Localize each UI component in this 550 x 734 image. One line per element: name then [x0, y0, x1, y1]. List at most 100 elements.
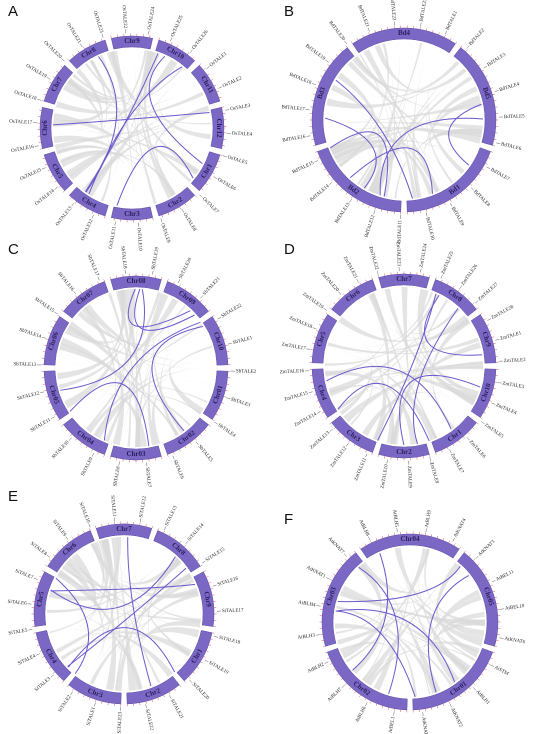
- chromosome-label: Chr04: [400, 535, 420, 543]
- chromosome-label: Chr2: [396, 448, 412, 456]
- scale-tick: [465, 188, 468, 191]
- circos-panel: EChr7Chr8Chr9Chr1Chr2Chr3Chr4Chr5Chr6SiT…: [7, 488, 244, 734]
- gene-marker: [425, 528, 427, 533]
- gene-label: BdTALE11: [397, 219, 403, 243]
- scale-tick: [356, 199, 359, 202]
- scale-tick: [477, 563, 480, 566]
- synteny-link: [328, 300, 449, 397]
- scale-tick: [52, 554, 56, 557]
- chromosome: [111, 206, 153, 221]
- duplication-link: [335, 79, 413, 199]
- scale-tick: [377, 454, 379, 457]
- scale-tick: [211, 632, 215, 634]
- scale-tick: [487, 81, 491, 83]
- synteny-link: [62, 89, 112, 202]
- duplication-link: [67, 567, 187, 667]
- gene-marker: [316, 605, 321, 607]
- synteny-link: [134, 538, 191, 656]
- scale-tick: [333, 427, 336, 430]
- gene-marker: [475, 555, 479, 559]
- synteny-link: [64, 290, 123, 409]
- scale-tick: [375, 703, 378, 707]
- scale-tick: [453, 543, 456, 546]
- gene-marker: [314, 160, 319, 163]
- scale-tick: [463, 691, 466, 694]
- scale-tick: [384, 455, 386, 459]
- gene-marker: [218, 86, 223, 89]
- scale-tick: [489, 400, 492, 402]
- scale-tick: [72, 54, 75, 57]
- gene-label: ZmTALE4: [495, 403, 518, 416]
- scale-tick: [221, 106, 225, 108]
- gene-marker: [475, 300, 479, 304]
- scale-tick: [210, 638, 213, 640]
- scale-tick: [442, 703, 445, 707]
- gene-label: AtKNAT2: [449, 707, 463, 728]
- scale-tick: [431, 707, 433, 710]
- scale-tick: [101, 524, 103, 527]
- gene-label: OsTALE20: [42, 40, 62, 60]
- scale-tick: [338, 297, 341, 300]
- gene-label: SbTALE18: [119, 246, 127, 270]
- synteny-link: [54, 631, 192, 657]
- scale-tick: [60, 65, 63, 68]
- scale-tick: [380, 209, 382, 212]
- scale-tick: [70, 299, 73, 302]
- scale-tick: [49, 666, 52, 669]
- gene-marker: [449, 449, 452, 454]
- scale-tick: [336, 568, 339, 571]
- gene-marker: [422, 712, 424, 717]
- gene-label: AtBLH1: [474, 690, 490, 706]
- scale-tick: [101, 701, 103, 704]
- gene-label: OsTALE24: [148, 6, 157, 30]
- scale-tick: [490, 657, 493, 660]
- synteny-link: [423, 95, 481, 195]
- scale-tick: [340, 188, 343, 191]
- synteny-link: [325, 293, 440, 362]
- gene-marker: [33, 577, 38, 580]
- gene-marker: [160, 218, 163, 223]
- scale-tick: [158, 37, 160, 41]
- gene-label: AtKNAT7: [327, 537, 345, 556]
- scale-tick: [494, 596, 498, 598]
- scale-tick: [362, 34, 364, 38]
- scale-tick: [321, 602, 324, 604]
- scale-tick: [320, 162, 323, 165]
- chromosome-label: Chr08: [126, 277, 146, 285]
- gene-marker: [40, 391, 45, 394]
- scale-tick: [192, 56, 195, 59]
- chromosome-label: Bd5: [481, 86, 492, 100]
- scale-tick: [212, 172, 215, 175]
- chromosome-label: Chr3: [124, 210, 140, 218]
- scale-tick: [179, 206, 181, 210]
- scale-tick: [206, 576, 209, 578]
- scale-tick: [353, 443, 356, 447]
- gene-label: BdTALE3: [487, 52, 508, 68]
- scale-tick: [42, 157, 46, 160]
- scale-tick: [210, 79, 214, 81]
- gene-marker: [28, 629, 33, 631]
- synteny-link: [326, 315, 469, 354]
- scale-tick: [327, 64, 330, 67]
- gene-label: OsTALE2: [222, 76, 243, 89]
- chromosome-label: Chr9: [202, 591, 213, 608]
- scale-tick: [365, 449, 367, 453]
- synteny-link: [329, 60, 374, 152]
- scale-tick: [157, 528, 159, 531]
- gene-marker: [41, 336, 46, 339]
- gene-label: SiTALE16: [217, 576, 240, 587]
- gene-label: AtBLH9: [425, 509, 433, 528]
- gene-label: AtSTM: [493, 665, 509, 677]
- chromosome: [111, 35, 153, 50]
- scale-tick: [223, 338, 226, 340]
- scale-tick: [316, 330, 319, 332]
- gene-label: OsTALE1: [209, 51, 228, 68]
- synteny-link: [49, 628, 174, 678]
- gene-label: ZmTALE28: [491, 305, 515, 321]
- chromosome: [153, 530, 201, 573]
- gene-marker: [181, 208, 184, 213]
- scale-tick: [381, 705, 384, 709]
- chromosome: [311, 368, 338, 418]
- gene-label: OsTALE15: [19, 168, 42, 182]
